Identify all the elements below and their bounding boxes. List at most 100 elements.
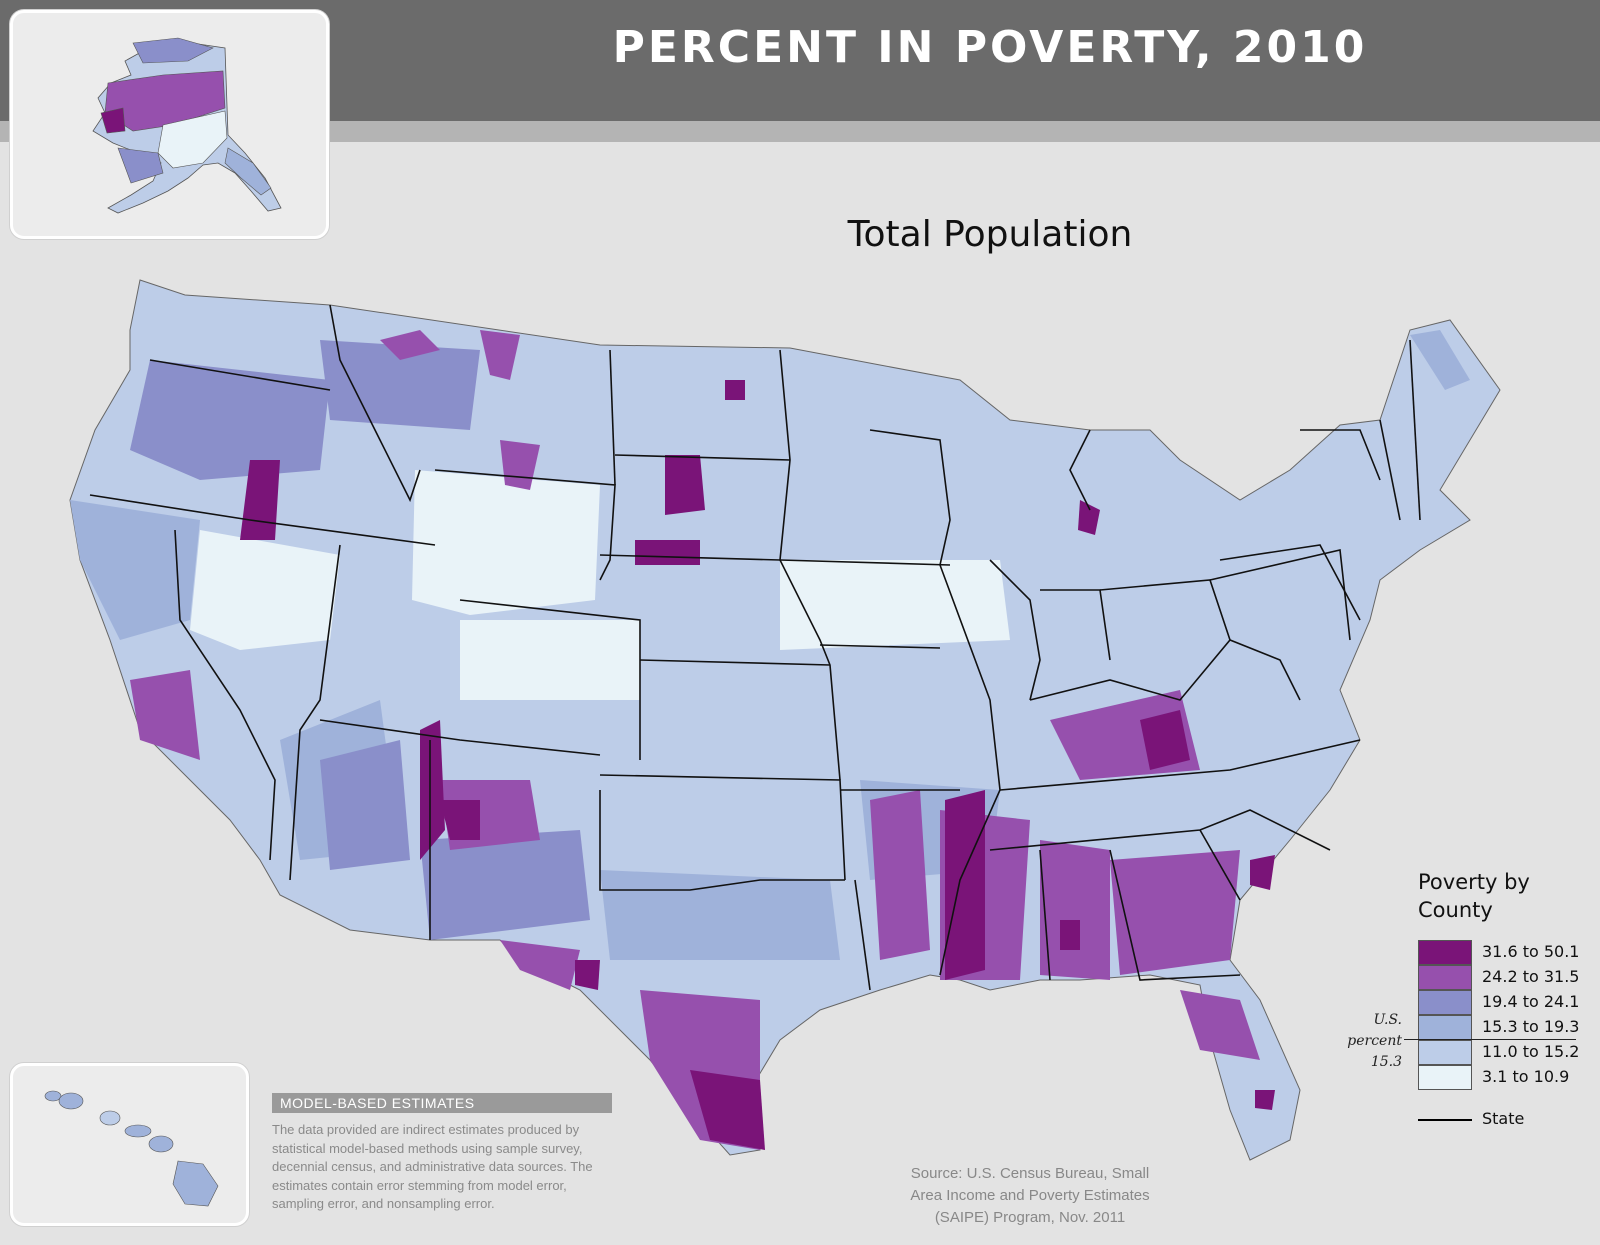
legend-title-line: Poverty by [1418, 870, 1530, 894]
county-patch [1040, 840, 1110, 980]
county-patch [1060, 920, 1080, 950]
hawaii-island [172, 1160, 219, 1207]
county-patches [70, 330, 1470, 1150]
legend-swatch [1418, 1015, 1472, 1040]
state-border [779, 559, 951, 566]
legend-label: 3.1 to 10.9 [1482, 1067, 1570, 1086]
us-county-map [69, 279, 1501, 1161]
state-border [989, 809, 1331, 851]
state-border [1300, 429, 1381, 481]
county-patch [1078, 500, 1100, 535]
page-title: PERCENT IN POVERTY, 2010 [612, 22, 1368, 73]
county-patch [320, 740, 410, 870]
legend-item: 31.6 to 50.1 [1418, 940, 1598, 965]
hawaii-island [44, 1090, 62, 1102]
hawaii-island [148, 1135, 174, 1153]
note-text: The data provided are indirect estimates… [272, 1122, 593, 1211]
county-patch [320, 340, 480, 430]
state-line-key [1418, 1119, 1472, 1121]
state-border [319, 719, 601, 756]
state-border [434, 469, 616, 581]
state-border [599, 554, 781, 561]
alaska-region [100, 107, 126, 134]
legend-label: 15.3 to 19.3 [1482, 1017, 1580, 1036]
county-patch [190, 530, 340, 650]
source-line: Area Income and Poverty Estimates [910, 1187, 1150, 1204]
state-label: State [1482, 1109, 1525, 1128]
county-patch [130, 670, 200, 760]
legend-title-line: County [1418, 898, 1493, 922]
alaska-region [132, 37, 214, 64]
legend-item: 19.4 to 24.1 [1418, 990, 1598, 1015]
state-border [149, 359, 331, 391]
county-patch [1140, 710, 1190, 770]
legend-label: 19.4 to 24.1 [1482, 992, 1580, 1011]
state-border [1039, 849, 1051, 981]
legend-swatch [1418, 1065, 1472, 1090]
header-strip [0, 121, 1600, 142]
us-percent-line: percent [1347, 1033, 1402, 1049]
county-patch [1180, 990, 1260, 1060]
county-patch [690, 1070, 765, 1150]
note-heading: MODEL-BASED ESTIMATES [272, 1093, 612, 1113]
state-borders [89, 304, 1421, 991]
county-patch [420, 720, 445, 860]
county-patch [945, 790, 985, 980]
source-line: (SAIPE) Program, Nov. 2011 [934, 1209, 1126, 1226]
county-patch [1200, 560, 1340, 640]
county-patch [1250, 855, 1275, 890]
state-border [1069, 429, 1091, 511]
source-line: Source: U.S. Census Bureau, Small [910, 1165, 1150, 1182]
legend-label: 24.2 to 31.5 [1482, 967, 1580, 986]
county-patch [870, 790, 930, 960]
county-patch [130, 360, 330, 480]
state-border [174, 529, 276, 861]
state-border [89, 494, 436, 546]
state-border [459, 599, 641, 760]
legend-swatch [1418, 1040, 1472, 1065]
state-border [819, 644, 941, 649]
state-border [1109, 849, 1241, 981]
source-citation: Source: U.S. Census Bureau, Small Area I… [880, 1163, 1180, 1229]
county-patch [440, 800, 480, 840]
state-border [329, 304, 421, 503]
us-percent-tick [1404, 1039, 1576, 1040]
county-patch [1255, 1090, 1275, 1110]
state-border [609, 349, 616, 486]
county-patch [500, 940, 580, 990]
legend-item: 3.1 to 10.9 [1418, 1065, 1598, 1090]
legend-label: 31.6 to 50.1 [1482, 942, 1580, 961]
state-border [1219, 544, 1361, 621]
state-border [1209, 549, 1351, 641]
hawaii-inset [10, 1063, 249, 1226]
legend-title: Poverty by County [1418, 868, 1588, 924]
county-patch [640, 660, 830, 760]
alaska-inset [10, 10, 329, 239]
state-border [289, 544, 341, 881]
county-patch [412, 470, 600, 615]
legend-swatch [1418, 990, 1472, 1015]
us-percent-line: U.S. [1373, 1012, 1402, 1028]
state-border [989, 559, 1041, 701]
state-border [599, 790, 845, 891]
state-border [1029, 639, 1301, 701]
legend-item: 11.0 to 15.2 [1418, 1040, 1598, 1065]
state-border [1379, 419, 1401, 521]
county-patch [460, 620, 640, 700]
map-subtitle: Total Population [847, 214, 1133, 255]
state-border [779, 349, 841, 781]
county-patch [600, 870, 840, 960]
state-border [999, 739, 1361, 791]
county-patch [380, 330, 440, 360]
state-border [854, 879, 871, 991]
legend-label: 11.0 to 15.2 [1482, 1042, 1580, 1061]
us-percent-marker: U.S. percent 15.3 [1338, 1010, 1402, 1073]
hawaii-island [58, 1092, 84, 1110]
legend-item: 24.2 to 31.5 [1418, 965, 1598, 990]
hawaii-island [124, 1124, 152, 1138]
county-patch [70, 500, 200, 640]
county-patch [575, 960, 600, 990]
us-percent-value: 15.3 [1370, 1054, 1402, 1070]
alaska-region [224, 147, 272, 196]
state-border [639, 659, 831, 666]
